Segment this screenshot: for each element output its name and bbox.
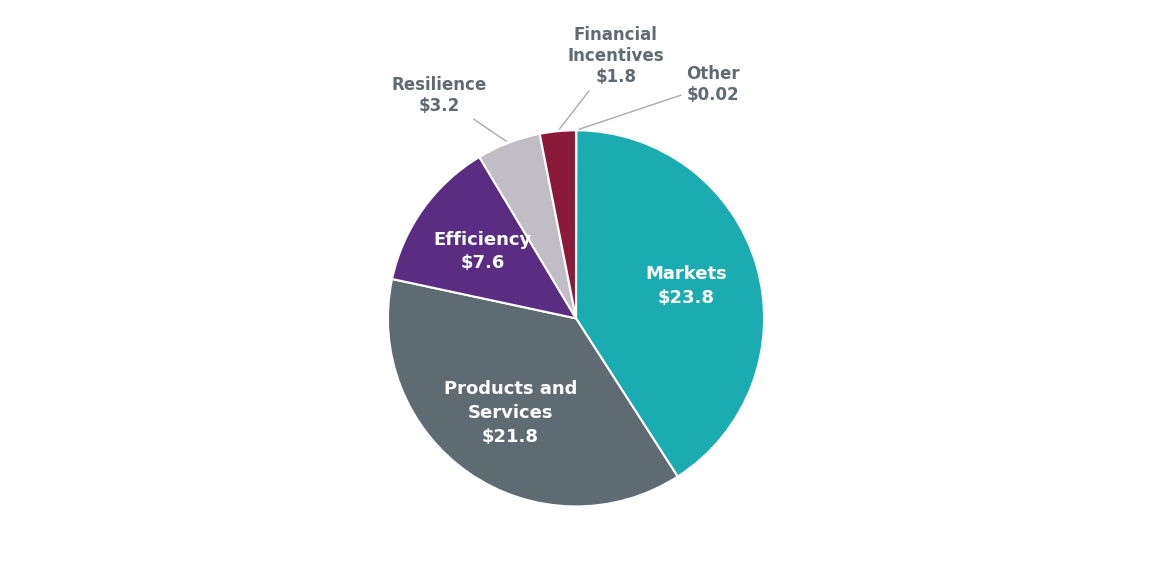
Text: Markets
$23.8: Markets $23.8 — [645, 265, 727, 307]
Text: Efficiency
$7.6: Efficiency $7.6 — [433, 231, 531, 272]
Text: Financial
Incentives
$1.8: Financial Incentives $1.8 — [560, 27, 665, 129]
Text: Resilience
$3.2: Resilience $3.2 — [392, 76, 506, 141]
Wedge shape — [479, 134, 576, 319]
Wedge shape — [539, 130, 576, 319]
Wedge shape — [392, 157, 576, 319]
Wedge shape — [388, 279, 677, 507]
Text: Products and
Services
$21.8: Products and Services $21.8 — [444, 380, 577, 445]
Text: Other
$0.02: Other $0.02 — [578, 65, 740, 129]
Wedge shape — [576, 130, 764, 477]
